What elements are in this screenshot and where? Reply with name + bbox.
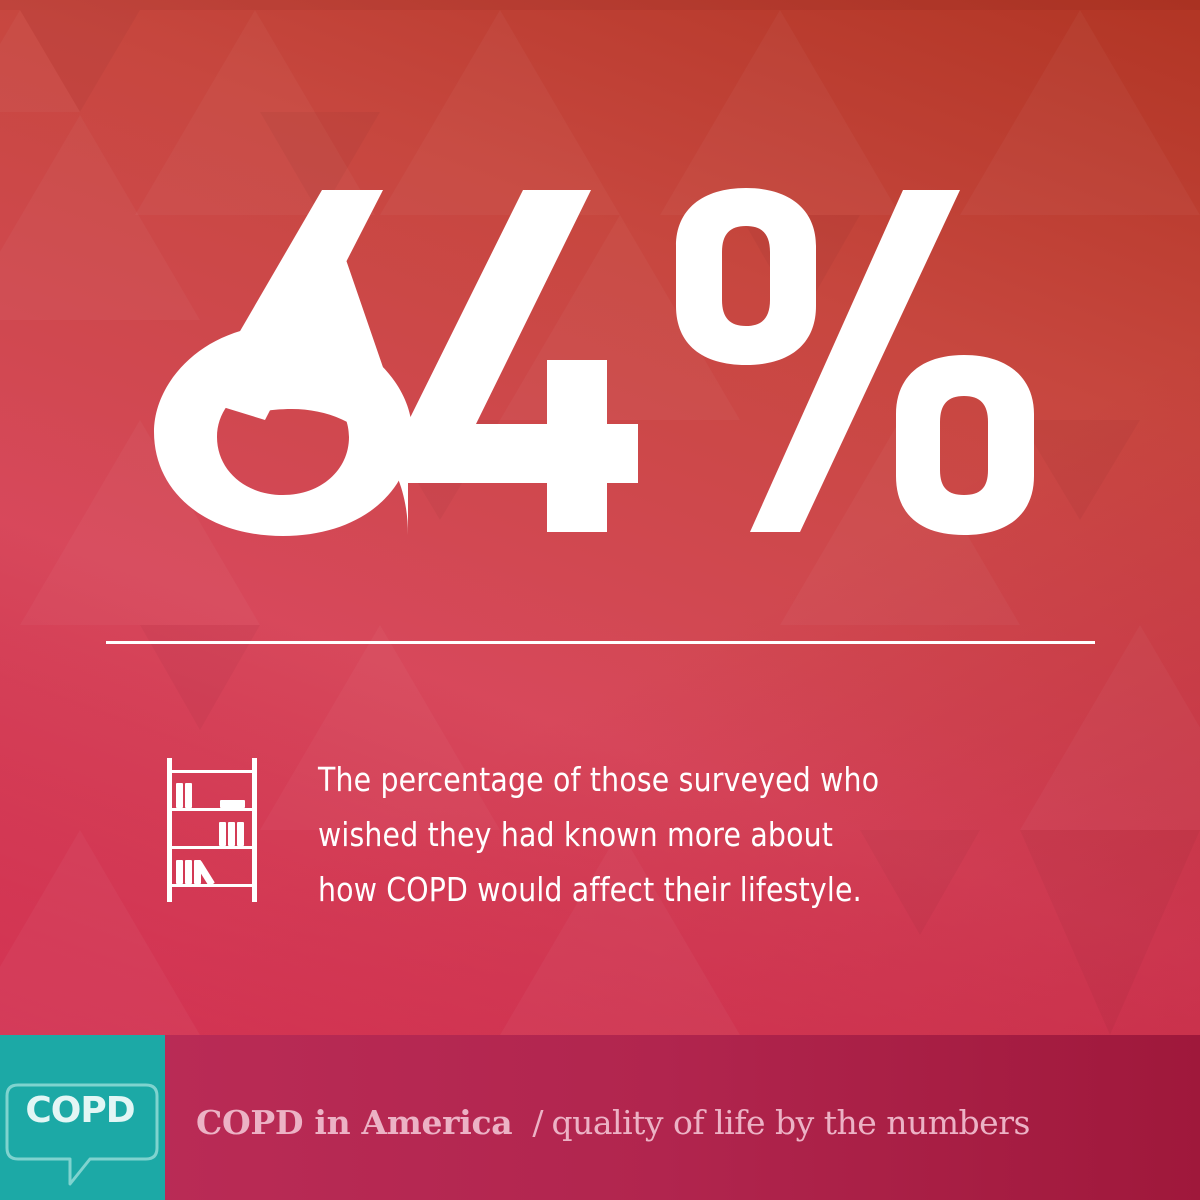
description-line: how COPD would affect their lifestyle. (318, 870, 862, 909)
copd-logo[interactable] (0, 1035, 165, 1200)
divider-line (106, 641, 1095, 644)
stat-description: The percentage of those surveyed who wis… (318, 752, 972, 917)
footer-tagline: COPD in America / quality of life by the n… (196, 1097, 1030, 1149)
description-line: The percentage of those surveyed who (318, 760, 880, 799)
tagline-subtitle: quality of life by the numbers (551, 1103, 1031, 1142)
bookshelf-icon (167, 758, 257, 902)
description-line: wished they had known more about (318, 815, 834, 854)
logo-text: COPD (25, 1090, 135, 1131)
triangle-pattern (0, 0, 1200, 10)
tagline-separator: / (532, 1103, 544, 1142)
footer-bar (0, 1035, 1200, 1200)
stat-value (0, 0, 1200, 700)
brand-name: COPD in America (196, 1103, 513, 1142)
speech-bubble-icon (5, 1083, 159, 1186)
